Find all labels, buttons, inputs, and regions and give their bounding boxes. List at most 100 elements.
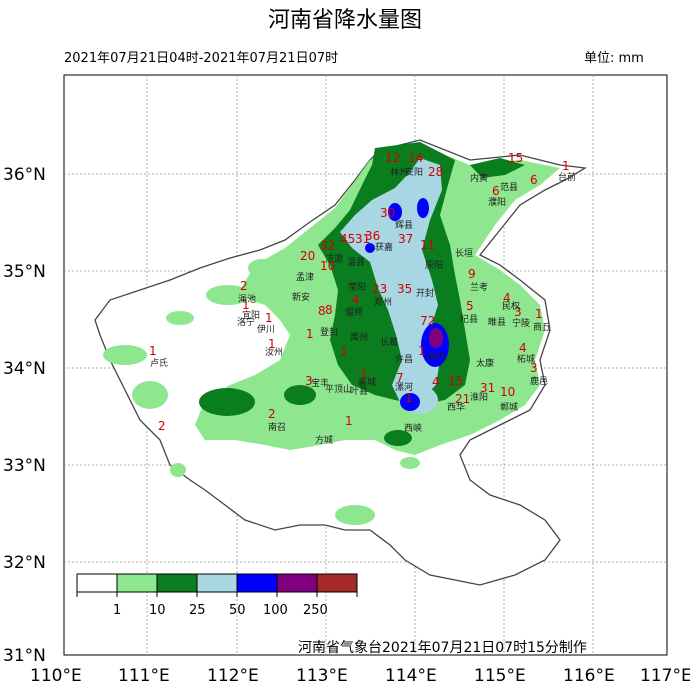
- rainfall-value: 3: [514, 305, 522, 319]
- county-name: 长葛: [380, 336, 398, 348]
- rainfall-value: 1: [360, 367, 368, 381]
- county-name: 太康: [476, 357, 494, 369]
- county-name: 郸城: [500, 401, 518, 413]
- county-name: 新安: [292, 291, 310, 303]
- legend-label: 25: [189, 603, 206, 618]
- county-name: 西峡: [404, 422, 422, 434]
- legend-label: 100: [263, 603, 288, 618]
- legend-swatch: [116, 573, 158, 593]
- county-name: 获嘉: [375, 241, 393, 253]
- legend-label: 250: [303, 603, 328, 618]
- latitude-labels: 36°N 35°N 34°N 33°N 32°N 31°N: [3, 165, 46, 666]
- lat-label: 35°N: [3, 262, 46, 282]
- rainfall-value: 3: [530, 361, 538, 375]
- county-name: 长垣: [455, 247, 473, 259]
- rainfall-value: 1: [405, 391, 413, 405]
- county-name: 卢氏: [150, 357, 168, 369]
- county-name: 淮阳: [470, 392, 488, 403]
- county-name: 宁陵: [512, 317, 530, 329]
- county-name: 登封: [320, 326, 338, 338]
- legend-swatch: [156, 573, 198, 593]
- rainfall-value: 31: [355, 232, 370, 246]
- rainfall-value: 4: [352, 293, 360, 307]
- rainfall-value: 32: [320, 239, 335, 253]
- legend: 1 10 25 50 100 250: [76, 573, 358, 618]
- county-name: 漯河: [395, 381, 413, 393]
- rainfall-value: 1: [268, 337, 276, 351]
- rainfall-value: 1: [149, 344, 157, 358]
- county-name: 兰考: [470, 281, 488, 293]
- rainfall-value: 1: [265, 311, 273, 325]
- lat-label: 31°N: [3, 646, 46, 666]
- county-name: 南召: [268, 421, 286, 433]
- rainfall-value: 14: [408, 151, 423, 165]
- lon-label: 115°E: [474, 666, 526, 685]
- rainfall-value: 35: [397, 282, 412, 296]
- county-name: 尉氏: [428, 351, 446, 363]
- county-name: 汝州: [265, 346, 283, 358]
- rainfall-value: 9: [468, 267, 476, 281]
- county-name: 西华: [447, 401, 465, 413]
- legend-swatch: [316, 573, 358, 593]
- county-name: 原阳: [425, 260, 443, 271]
- unit-label: 单位: mm: [584, 51, 644, 66]
- lon-label: 113°E: [296, 666, 348, 685]
- rainfall-value: 2: [158, 419, 166, 433]
- county-name: 睢县: [488, 316, 506, 328]
- rainfall-value: 1: [340, 345, 348, 359]
- rainfall-value: 5: [466, 299, 474, 313]
- county-name: 宜阳: [242, 309, 260, 321]
- rainfall-value: 36: [365, 229, 380, 243]
- legend-swatch: [236, 573, 278, 593]
- time-range: 2021年07月21日04时-2021年07月21日07时: [64, 51, 339, 66]
- rainfall-value: 10: [320, 259, 335, 273]
- lon-label: 112°E: [207, 666, 259, 685]
- county-name: 濮阳: [488, 196, 506, 208]
- rainfall-value: 30: [380, 206, 395, 220]
- rainfall-value: 8: [318, 304, 326, 318]
- county-name: 安阳: [405, 166, 423, 178]
- rainfall-value: 23: [372, 282, 387, 296]
- rainfall-value: 15: [448, 374, 463, 388]
- county-name: 台前: [558, 171, 576, 183]
- rainfall-value: 21: [455, 392, 470, 406]
- county-name: 民权: [502, 300, 520, 312]
- legend-label: 50: [229, 603, 246, 618]
- rainfall-value: 1: [562, 159, 570, 173]
- rainfall-value: 45: [340, 232, 355, 246]
- lon-label: 110°E: [30, 666, 82, 685]
- rainfall-value: 3: [305, 374, 313, 388]
- county-name: 孟津: [296, 272, 314, 283]
- county-name: 郑州: [374, 296, 392, 308]
- longitude-labels: 110°E 111°E 112°E 113°E 114°E 115°E 116°…: [30, 666, 690, 685]
- lat-label: 33°N: [3, 456, 46, 476]
- county-name: 平顶山: [325, 384, 352, 395]
- rainfall-value: 31: [480, 381, 495, 395]
- rainfall-value: 37: [398, 232, 413, 246]
- legend-swatch: [76, 573, 118, 593]
- lon-label: 116°E: [563, 666, 615, 685]
- county-name: 内黄: [470, 172, 488, 184]
- rainfall-value: 15: [508, 151, 523, 165]
- county-name: 洛宁: [237, 316, 255, 328]
- map-title: 河南省降水量图: [267, 8, 422, 33]
- rainfall-value: 1: [345, 414, 353, 428]
- county-name: 荥阳: [348, 281, 366, 293]
- rainfall-value: 2: [268, 407, 276, 421]
- legend-swatch: [276, 573, 318, 593]
- county-name: 襄城: [358, 376, 376, 388]
- county-name: 商丘: [533, 321, 551, 333]
- rainfall-value: 10: [500, 385, 515, 399]
- county-name: 宝丰: [311, 377, 329, 389]
- rainfall-value: 7: [396, 371, 404, 385]
- lon-label: 117°E: [640, 666, 690, 685]
- lat-label: 34°N: [3, 359, 46, 379]
- rainfall-value: 2: [240, 279, 248, 293]
- legend-swatch: [196, 573, 238, 593]
- county-name: 林州: [390, 166, 408, 178]
- lon-label: 114°E: [385, 666, 437, 685]
- county-name: 禹州: [350, 331, 368, 343]
- county-name: 伊川: [257, 323, 275, 335]
